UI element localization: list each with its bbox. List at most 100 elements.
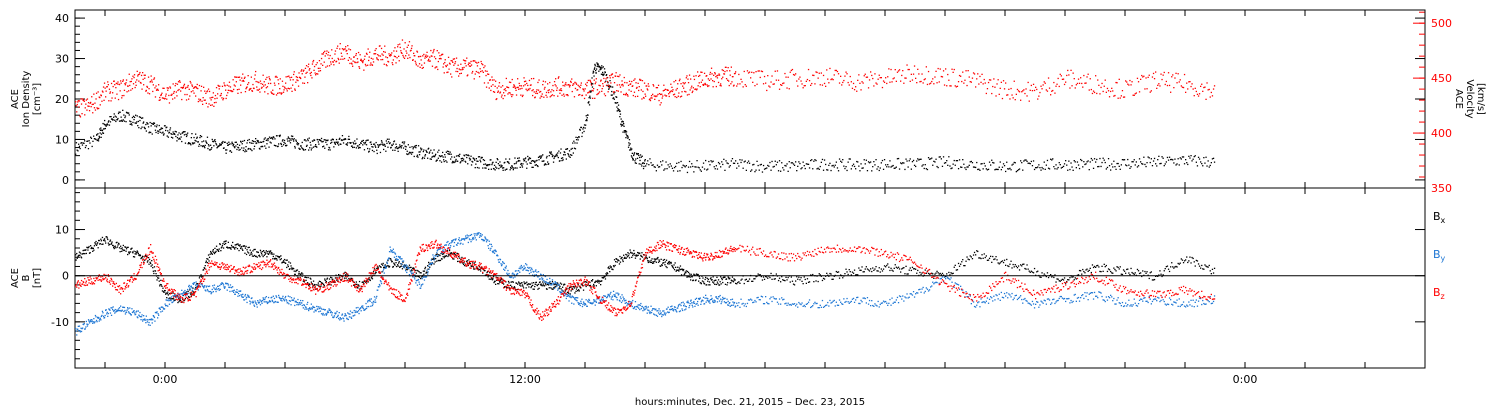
data-point xyxy=(519,160,521,162)
data-point xyxy=(488,73,490,75)
data-point xyxy=(823,278,826,280)
data-point xyxy=(407,57,409,59)
data-point xyxy=(999,161,1001,163)
data-point xyxy=(254,248,256,251)
data-point xyxy=(364,143,366,145)
data-point xyxy=(97,139,99,141)
data-point xyxy=(788,161,790,163)
data-point xyxy=(369,279,371,281)
data-point xyxy=(198,145,200,147)
data-point xyxy=(181,86,183,89)
data-point xyxy=(173,90,175,93)
data-point xyxy=(358,144,361,146)
data-point xyxy=(718,73,720,75)
data-point xyxy=(192,291,195,293)
data-point xyxy=(936,270,938,272)
data-point xyxy=(862,271,864,273)
data-point xyxy=(1140,161,1142,163)
data-point xyxy=(573,140,575,142)
data-point xyxy=(800,277,802,279)
data-point xyxy=(329,54,331,57)
data-point xyxy=(541,285,543,287)
data-point xyxy=(342,58,344,60)
data-point xyxy=(985,168,987,170)
data-point xyxy=(117,112,120,115)
data-point xyxy=(259,80,262,82)
data-point xyxy=(95,240,97,243)
data-point xyxy=(770,272,772,275)
data-point xyxy=(928,273,931,275)
data-point xyxy=(265,87,267,89)
data-point xyxy=(582,128,584,130)
data-point xyxy=(1163,71,1165,74)
data-point xyxy=(671,167,674,169)
data-point xyxy=(171,133,173,135)
data-point xyxy=(731,158,734,160)
data-point xyxy=(1170,158,1172,161)
data-point xyxy=(866,268,869,270)
data-point xyxy=(230,90,233,92)
data-point xyxy=(136,79,138,81)
data-point xyxy=(606,76,608,79)
data-point xyxy=(326,278,328,280)
data-point xyxy=(226,142,228,144)
data-point xyxy=(242,140,244,142)
data-point xyxy=(1046,90,1049,92)
data-point xyxy=(593,283,595,286)
data-point xyxy=(553,286,556,288)
data-point xyxy=(85,99,87,101)
data-point xyxy=(337,141,339,143)
data-point xyxy=(311,77,313,79)
data-point xyxy=(585,94,587,96)
data-point xyxy=(1041,166,1043,169)
data-point xyxy=(862,82,864,84)
data-point xyxy=(853,165,856,168)
data-point xyxy=(300,273,302,275)
data-point xyxy=(697,85,699,87)
data-point xyxy=(236,143,239,145)
data-point xyxy=(105,124,107,126)
data-point xyxy=(625,131,628,133)
data-point xyxy=(451,156,453,158)
data-point xyxy=(273,93,275,95)
data-point xyxy=(541,155,543,157)
data-point xyxy=(472,161,474,163)
data-point xyxy=(107,121,109,123)
data-point xyxy=(153,78,155,80)
data-point xyxy=(519,283,521,285)
data-point xyxy=(714,72,716,74)
data-point xyxy=(249,249,251,251)
data-point xyxy=(426,51,428,53)
data-point xyxy=(654,260,656,262)
data-point xyxy=(283,261,285,263)
data-point xyxy=(710,78,712,80)
data-point xyxy=(1173,162,1175,164)
data-point xyxy=(1167,72,1170,74)
data-point xyxy=(1121,159,1124,161)
data-point xyxy=(213,145,215,147)
data-point xyxy=(867,269,870,271)
data-point xyxy=(344,48,346,50)
data-point xyxy=(420,277,422,280)
data-point xyxy=(627,137,629,139)
data-point xyxy=(1150,158,1152,160)
data-point xyxy=(220,247,222,249)
data-point xyxy=(566,94,569,96)
data-point xyxy=(391,52,393,54)
data-point xyxy=(990,255,992,257)
data-point xyxy=(370,62,372,64)
data-point xyxy=(372,271,375,273)
data-point xyxy=(268,76,270,78)
data-point xyxy=(773,83,775,85)
data-point xyxy=(641,98,643,100)
data-point xyxy=(821,158,824,161)
data-point xyxy=(519,166,521,168)
data-point xyxy=(408,153,410,155)
data-point xyxy=(799,279,801,281)
data-point xyxy=(744,84,746,86)
data-point xyxy=(389,55,391,57)
data-point xyxy=(279,78,281,80)
data-point xyxy=(603,73,605,75)
data-point xyxy=(371,278,374,280)
data-point xyxy=(863,75,865,77)
